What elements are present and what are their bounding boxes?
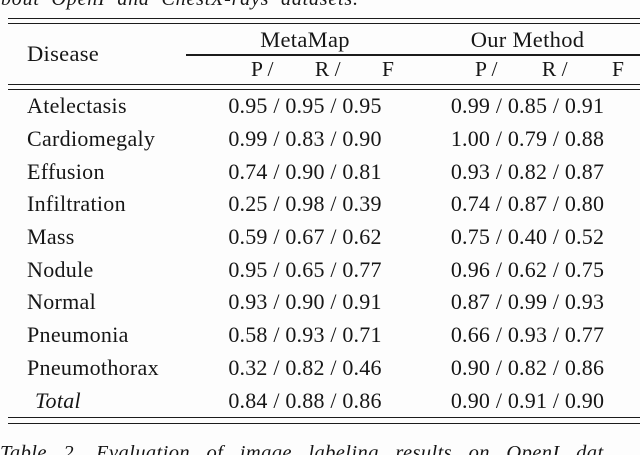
disease-cell: Pneumonia bbox=[27, 322, 129, 348]
disease-cell: Nodule bbox=[27, 256, 94, 282]
table-row: Atelectasis 0.95 / 0.95 / 0.95 0.99 / 0.… bbox=[8, 90, 640, 123]
disease-cell: Mass bbox=[27, 224, 75, 250]
metamap-values: 0.95 / 0.65 / 0.77 bbox=[228, 256, 382, 282]
disease-cell: Infiltration bbox=[27, 191, 126, 217]
table-row: Normal 0.93 / 0.90 / 0.91 0.87 / 0.99 / … bbox=[8, 286, 640, 319]
metamap-values: 0.84 / 0.88 / 0.86 bbox=[228, 387, 382, 413]
ourmethod-values: 0.93 / 0.82 / 0.87 bbox=[450, 158, 605, 184]
disease-cell: Cardiomegaly bbox=[27, 126, 156, 152]
metamap-values: 0.32 / 0.82 / 0.46 bbox=[228, 354, 382, 380]
ourmethod-values: 0.87 / 0.99 / 0.93 bbox=[450, 289, 605, 315]
table-caption: Table 2. Evaluation of image labeling re… bbox=[0, 442, 604, 455]
subcol-p: P / bbox=[251, 57, 274, 81]
metamap-values: 0.95 / 0.95 / 0.95 bbox=[228, 93, 382, 119]
table-row: Pneumonia 0.58 / 0.93 / 0.71 0.66 / 0.93… bbox=[8, 319, 640, 352]
disease-cell: Normal bbox=[27, 289, 97, 315]
ourmethod-values: 0.75 / 0.40 / 0.52 bbox=[450, 224, 605, 250]
disease-cell: Pneumothorax bbox=[27, 354, 159, 380]
ourmethod-values: 0.96 / 0.62 / 0.75 bbox=[450, 256, 605, 282]
subcol-f: F bbox=[382, 57, 394, 81]
subcol-r: R / bbox=[541, 57, 568, 81]
table-row: Effusion 0.74 / 0.90 / 0.81 0.93 / 0.82 … bbox=[8, 155, 640, 188]
subheader-metamap: P / R / F bbox=[195, 55, 415, 84]
metamap-values: 0.93 / 0.90 / 0.91 bbox=[228, 289, 382, 315]
metamap-values: 0.99 / 0.83 / 0.90 bbox=[228, 126, 382, 152]
table-header: Disease MetaMap Our Method P / R / F P /… bbox=[8, 24, 640, 84]
table-row: Infiltration 0.25 / 0.98 / 0.39 0.74 / 0… bbox=[8, 188, 640, 221]
column-group-metamap: MetaMap bbox=[260, 26, 350, 52]
column-group-our-method: Our Method bbox=[470, 26, 585, 52]
ourmethod-values: 1.00 / 0.79 / 0.88 bbox=[450, 126, 605, 152]
table-top-rule bbox=[8, 18, 640, 24]
subcol-p: P / bbox=[475, 57, 498, 81]
table-row: Mass 0.59 / 0.67 / 0.62 0.75 / 0.40 / 0.… bbox=[8, 221, 640, 254]
metamap-values: 0.74 / 0.90 / 0.81 bbox=[228, 158, 382, 184]
header-mid-rule bbox=[186, 54, 640, 56]
table-row-total: Total 0.84 / 0.88 / 0.86 0.90 / 0.91 / 0… bbox=[8, 384, 640, 417]
metamap-values: 0.58 / 0.93 / 0.71 bbox=[228, 322, 382, 348]
ourmethod-values: 0.74 / 0.87 / 0.80 bbox=[450, 191, 605, 217]
clipped-body-text: bout OpenI and ChestX-rays datasets. bbox=[1, 0, 359, 11]
subcol-r: R / bbox=[314, 57, 341, 81]
ourmethod-values: 0.90 / 0.82 / 0.86 bbox=[450, 354, 605, 380]
table-row: Pneumothorax 0.32 / 0.82 / 0.46 0.90 / 0… bbox=[8, 352, 640, 385]
subcol-f: F bbox=[612, 57, 624, 81]
column-header-disease: Disease bbox=[27, 41, 100, 66]
subheader-our-method: P / R / F bbox=[415, 55, 640, 84]
disease-cell: Atelectasis bbox=[27, 93, 127, 119]
ourmethod-values: 0.90 / 0.91 / 0.90 bbox=[450, 387, 605, 413]
disease-cell: Effusion bbox=[27, 158, 105, 184]
table-row: Cardiomegaly 0.99 / 0.83 / 0.90 1.00 / 0… bbox=[8, 123, 640, 156]
ourmethod-values: 0.66 / 0.93 / 0.77 bbox=[450, 322, 605, 348]
table-bottom-rule bbox=[8, 416, 640, 424]
results-table: Disease MetaMap Our Method P / R / F P /… bbox=[8, 18, 640, 424]
disease-cell: Total bbox=[35, 387, 81, 413]
metamap-values: 0.59 / 0.67 / 0.62 bbox=[228, 224, 382, 250]
table-row: Nodule 0.95 / 0.65 / 0.77 0.96 / 0.62 / … bbox=[8, 253, 640, 286]
ourmethod-values: 0.99 / 0.85 / 0.91 bbox=[450, 93, 605, 119]
metamap-values: 0.25 / 0.98 / 0.39 bbox=[228, 191, 382, 217]
header-bottom-rule bbox=[8, 84, 640, 90]
table-body: Atelectasis 0.95 / 0.95 / 0.95 0.99 / 0.… bbox=[8, 90, 640, 417]
